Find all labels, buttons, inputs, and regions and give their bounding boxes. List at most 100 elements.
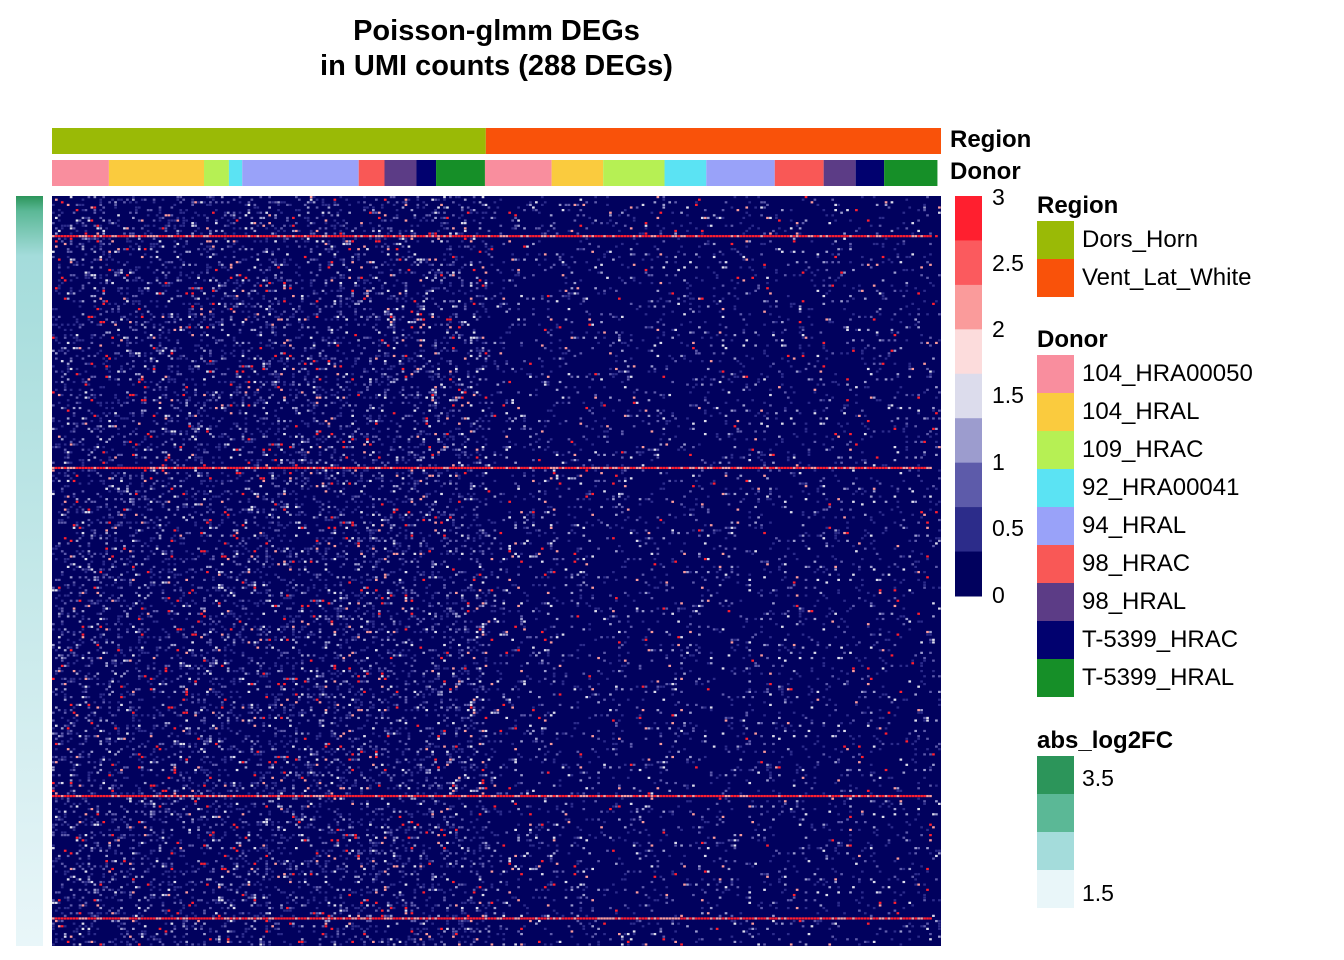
heatmap-cell	[775, 339, 778, 342]
heatmap-cell	[333, 448, 337, 451]
heatmap-cell	[369, 357, 372, 360]
heatmap-cell	[354, 404, 357, 407]
heatmap-cell	[380, 419, 384, 423]
heatmap-cell	[271, 307, 274, 311]
heatmap-cell	[185, 209, 189, 212]
heatmap-cell	[339, 302, 343, 305]
heatmap-cell	[369, 383, 372, 386]
heatmap-cell	[330, 393, 334, 397]
heatmap-cell	[751, 399, 755, 402]
heatmap-cell	[63, 373, 67, 376]
heatmap-cell	[535, 258, 538, 261]
heatmap-cell	[463, 440, 467, 443]
heatmap-cell	[437, 362, 440, 365]
heatmap-cell	[312, 258, 316, 261]
heatmap-cell	[798, 321, 802, 324]
heatmap-cell	[84, 396, 88, 399]
heatmap-cell	[546, 315, 550, 318]
heatmap-cell	[588, 242, 592, 246]
heatmap-cell	[90, 248, 94, 251]
heatmap-cell	[532, 313, 535, 316]
heatmap-cell	[262, 406, 266, 410]
heatmap-cell	[878, 362, 882, 365]
heatmap-cell	[274, 227, 277, 230]
heatmap-cell	[366, 289, 369, 292]
heatmap-cell	[277, 302, 280, 305]
heatmap-cell	[383, 235, 387, 238]
heatmap-cell	[72, 427, 76, 430]
heatmap-cell	[582, 235, 586, 238]
heatmap-cell	[742, 328, 746, 332]
heatmap-cell	[339, 258, 343, 261]
heatmap-cell	[463, 341, 467, 345]
heatmap-cell	[457, 427, 461, 430]
heatmap-cell	[505, 412, 509, 415]
heatmap-cell	[179, 401, 183, 404]
heatmap-cell	[300, 323, 304, 326]
heatmap-cell	[339, 289, 343, 292]
heatmap-cell	[191, 232, 194, 235]
heatmap-cell	[831, 198, 835, 201]
heatmap-cell	[383, 310, 387, 313]
heatmap-cell	[653, 245, 657, 248]
heatmap-cell	[72, 406, 76, 410]
heatmap-cell	[709, 224, 713, 227]
heatmap-cell	[126, 240, 129, 243]
heatmap-cell	[232, 344, 236, 347]
heatmap-cell	[197, 430, 200, 433]
heatmap-cell	[377, 229, 381, 233]
heatmap-cell	[72, 263, 76, 266]
heatmap-cell	[517, 323, 520, 326]
heatmap-cell	[383, 281, 387, 285]
donor-annotation-cell	[204, 160, 229, 186]
heatmap-cell	[312, 380, 316, 384]
heatmap-cell	[917, 321, 920, 324]
heatmap-cell	[831, 396, 835, 399]
heatmap-background	[52, 196, 941, 946]
heatmap-cell	[561, 352, 565, 355]
heatmap-cell	[920, 440, 923, 443]
heatmap-cell	[309, 354, 313, 358]
heatmap-cell	[57, 401, 61, 404]
heatmap-cell	[564, 203, 568, 207]
heatmap-cell	[84, 383, 88, 386]
heatmap-cell	[176, 255, 180, 259]
heatmap-cell	[164, 375, 168, 378]
heatmap-cell	[333, 339, 337, 342]
heatmap-cell	[567, 401, 571, 404]
heatmap-cell	[191, 414, 194, 417]
heatmap-cell	[629, 339, 633, 342]
heatmap-cell	[807, 307, 811, 311]
heatmap-cell	[896, 375, 900, 378]
heatmap-cell	[446, 446, 449, 449]
heatmap-cell	[212, 323, 215, 326]
heatmap-cell	[297, 307, 301, 311]
heatmap-cell	[881, 294, 885, 298]
heatmap-cell	[244, 427, 248, 430]
heatmap-cell	[259, 396, 263, 399]
heatmap-cell	[644, 222, 648, 225]
heatmap-cell	[698, 326, 701, 329]
heatmap-cell	[786, 354, 790, 358]
heatmap-cell	[357, 276, 360, 279]
heatmap-cell	[229, 404, 233, 407]
heatmap-cell	[250, 248, 254, 251]
heatmap-cell	[472, 245, 476, 248]
heatmap-cell	[244, 391, 248, 394]
heatmap-cell	[549, 266, 553, 269]
heatmap-cell	[176, 393, 180, 397]
heatmap-cell	[277, 380, 280, 384]
heatmap-cell	[262, 417, 266, 420]
heatmap-cell	[134, 242, 138, 246]
heatmap-cell	[90, 274, 94, 277]
heatmap-cell	[452, 313, 455, 316]
heatmap-cell	[235, 274, 239, 277]
heatmap-cell	[366, 438, 369, 441]
heatmap-cell	[66, 341, 70, 345]
heatmap-cell	[206, 334, 209, 337]
heatmap-cell	[324, 404, 328, 407]
heatmap-cell	[875, 310, 879, 313]
heatmap-cell	[369, 417, 372, 420]
heatmap-cell	[535, 235, 538, 238]
heatmap-cell	[262, 448, 266, 451]
